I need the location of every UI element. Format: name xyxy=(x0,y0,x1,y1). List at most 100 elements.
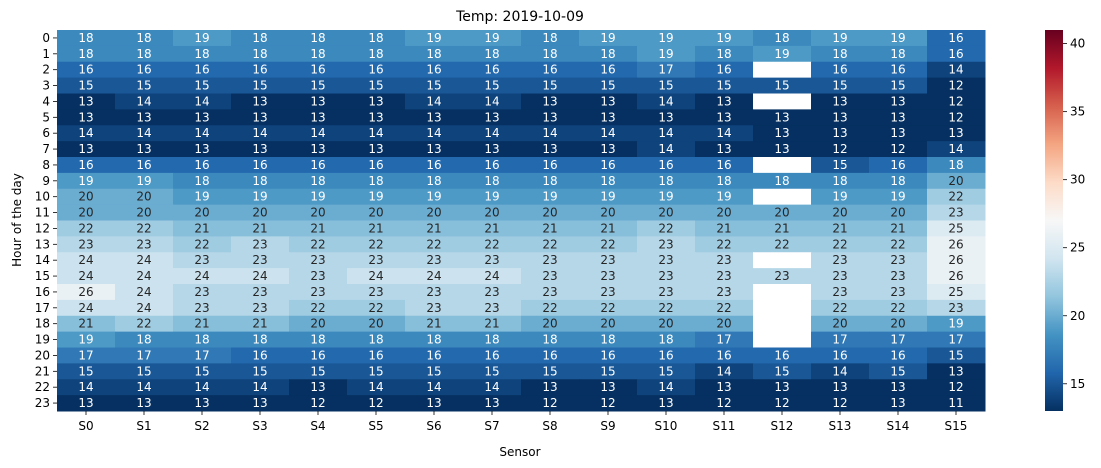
cell-value-label: 15 xyxy=(774,364,789,378)
heatmap-cell xyxy=(579,141,638,158)
cell-value-label: 21 xyxy=(78,317,93,331)
cell-value-label: 16 xyxy=(600,158,615,172)
cell-value-label: 18 xyxy=(484,47,499,61)
heatmap-cell xyxy=(927,125,986,142)
cell-value-label: 14 xyxy=(658,126,673,140)
heatmap-cell xyxy=(637,93,696,110)
cell-value-label: 18 xyxy=(542,31,557,45)
heatmap-cell xyxy=(115,77,174,94)
cell-value-label: 22 xyxy=(600,301,615,315)
heatmap-cell xyxy=(463,379,522,396)
heatmap-cell xyxy=(927,379,986,396)
heatmap-cell xyxy=(57,220,116,237)
heatmap-cell xyxy=(57,77,116,94)
heatmap-cell xyxy=(579,268,638,285)
heatmap-cell xyxy=(927,236,986,253)
heatmap-cell xyxy=(521,331,580,348)
cell-value-label: 22 xyxy=(658,301,673,315)
heatmap-cell xyxy=(637,252,696,269)
heatmap-cell xyxy=(637,61,696,79)
cell-value-label: 23 xyxy=(658,237,673,251)
heatmap-cell xyxy=(463,315,522,333)
heatmap-cell xyxy=(463,30,522,47)
cell-value-label: 14 xyxy=(136,94,151,108)
heatmap-cell xyxy=(173,45,232,63)
cell-value-label: 13 xyxy=(194,396,209,410)
heatmap-cell xyxy=(231,284,290,301)
cell-value-label: 18 xyxy=(426,47,441,61)
heatmap-cell xyxy=(405,284,464,301)
cell-value-label: 13 xyxy=(716,94,731,108)
cell-value-label: 20 xyxy=(658,206,673,220)
heatmap-cell xyxy=(57,236,116,253)
heatmap-cell xyxy=(927,93,986,110)
heatmap-cell xyxy=(231,61,290,79)
colorbar xyxy=(1045,30,1063,411)
cell-value-label: 13 xyxy=(774,126,789,140)
cell-value-label: 13 xyxy=(716,380,731,394)
cell-value-label: 18 xyxy=(252,333,267,347)
heatmap-cell-missing xyxy=(753,315,812,333)
cell-value-label: 23 xyxy=(194,301,209,315)
heatmap-cell xyxy=(753,125,812,142)
heatmap-cell xyxy=(115,331,174,348)
cell-value-label: 20 xyxy=(426,206,441,220)
cell-value-label: 21 xyxy=(832,221,847,235)
cell-value-label: 13 xyxy=(194,110,209,124)
heatmap-cell xyxy=(811,61,870,79)
heatmap-cell xyxy=(173,395,232,412)
cell-value-label: 14 xyxy=(832,364,847,378)
heatmap-cell xyxy=(405,109,464,126)
heatmap-cell xyxy=(57,347,116,364)
cell-value-label: 18 xyxy=(542,333,557,347)
heatmap-cell xyxy=(173,30,232,47)
cell-value-label: 14 xyxy=(948,142,963,156)
heatmap-cell xyxy=(753,379,812,396)
cell-value-label: 21 xyxy=(600,221,615,235)
heatmap-cell xyxy=(405,331,464,348)
heatmap-cell xyxy=(347,204,406,221)
heatmap-cell xyxy=(463,77,522,94)
colorbar-tick-label: 35 xyxy=(1070,105,1085,119)
cell-value-label: 18 xyxy=(426,174,441,188)
y-tick-label: 8 xyxy=(42,158,50,172)
heatmap-cell xyxy=(463,188,522,206)
heatmap-cell xyxy=(231,220,290,237)
cell-value-label: 22 xyxy=(426,237,441,251)
heatmap-cell xyxy=(289,172,348,190)
cell-value-label: 13 xyxy=(310,380,325,394)
cell-value-label: 20 xyxy=(542,206,557,220)
heatmap-cell xyxy=(811,188,870,206)
heatmap-cell xyxy=(927,395,986,412)
heatmap-cell xyxy=(463,236,522,253)
cell-value-label: 18 xyxy=(136,333,151,347)
cell-value-label: 20 xyxy=(194,206,209,220)
cell-value-label: 18 xyxy=(310,31,325,45)
heatmap-cell xyxy=(405,395,464,412)
heatmap-cell xyxy=(173,315,232,333)
heatmap-cell xyxy=(347,109,406,126)
y-tick-label: 9 xyxy=(42,174,50,188)
heatmap-cell xyxy=(347,61,406,79)
colorbar-tick-label: 20 xyxy=(1070,309,1085,323)
heatmap-cell xyxy=(637,299,696,317)
x-tick-label: S12 xyxy=(771,419,794,433)
cell-value-label: 13 xyxy=(832,380,847,394)
heatmap-cell xyxy=(115,363,174,380)
heatmap-cell xyxy=(289,93,348,110)
heatmap-cell xyxy=(927,172,986,190)
heatmap-cell xyxy=(927,77,986,94)
cell-value-label: 18 xyxy=(600,47,615,61)
cell-value-label: 20 xyxy=(890,317,905,331)
cell-value-label: 20 xyxy=(600,206,615,220)
cell-value-label: 15 xyxy=(542,79,557,93)
cell-value-label: 18 xyxy=(368,47,383,61)
cell-value-label: 21 xyxy=(890,221,905,235)
heatmap-cell xyxy=(753,172,812,190)
cell-value-label: 16 xyxy=(948,31,963,45)
cell-value-label: 23 xyxy=(252,285,267,299)
heatmap-cell xyxy=(173,252,232,269)
heatmap-cell xyxy=(695,188,754,206)
cell-value-label: 13 xyxy=(252,396,267,410)
